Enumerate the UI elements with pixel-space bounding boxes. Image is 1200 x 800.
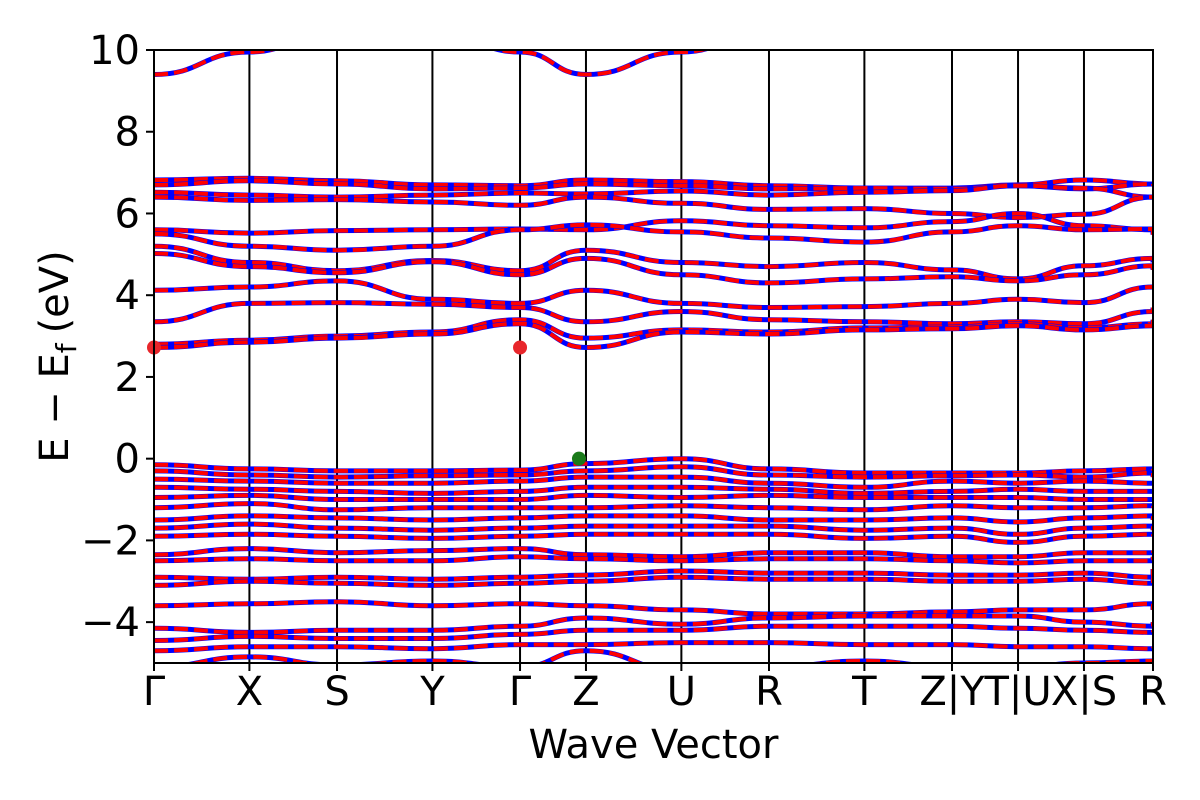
band-line-spin-up — [154, 568, 1153, 582]
band-line-spin-up — [154, 251, 1153, 285]
bands-group — [154, 50, 1153, 663]
y-axis-label-subscript: f — [50, 342, 83, 353]
y-tick-label: 2 — [115, 355, 140, 401]
y-tick-label: 8 — [115, 110, 140, 156]
y-axis-label-unit: (eV) — [32, 250, 78, 333]
vbm-marker — [571, 451, 586, 466]
y-tick-label: 0 — [115, 437, 140, 483]
band-line-spin-up — [154, 50, 710, 77]
band-line-spin-up — [154, 485, 1153, 496]
band-line-spin-up — [154, 554, 1153, 565]
band-line-spin-up — [154, 532, 1153, 545]
band-line-spin-up — [154, 599, 1153, 617]
y-tick-label: 4 — [115, 273, 140, 319]
band-line-spin-up — [154, 278, 1153, 310]
y-tick-label: 6 — [115, 191, 140, 237]
band-line-spin-up — [154, 464, 1153, 480]
x-tick-label: U — [667, 669, 696, 715]
band-line-spin-up — [154, 222, 1153, 253]
y-tick-label: −2 — [81, 518, 140, 564]
y-axis-ticks: −4 −2 0 2 4 6 8 10 — [81, 28, 154, 646]
x-tick-label: T|U — [983, 669, 1051, 715]
x-tick-label: Γ — [509, 669, 532, 715]
x-tick-label: Y — [419, 669, 445, 715]
band-line-spin-up — [154, 195, 1153, 220]
x-tick-label: S — [324, 669, 349, 715]
y-tick-label: 10 — [89, 28, 140, 74]
band-line-spin-up — [154, 501, 1153, 512]
band-line-spin-up — [154, 300, 1153, 326]
band-line-spin-down — [154, 222, 1153, 253]
y-tick-label: −4 — [81, 600, 140, 646]
band-line-spin-up — [154, 613, 1153, 635]
y-axis-label: E − Ef (eV) — [32, 250, 83, 463]
y-axis-label-main: E − E — [32, 353, 78, 463]
band-line-spin-up — [154, 176, 1153, 191]
x-tick-label: T — [851, 669, 877, 715]
cbm-marker — [513, 340, 528, 355]
band-line-spin-up — [154, 513, 1153, 525]
band-line-spin-up — [154, 321, 1153, 350]
band-line-spin-up — [154, 522, 1153, 537]
x-axis-ticks: Γ X S Y Γ Z U R T Z|Y T|U X|S R — [143, 663, 1167, 715]
band-line-spin-down — [154, 50, 711, 78]
x-tick-label: Z|Y — [919, 669, 985, 715]
x-axis-label: Wave Vector — [529, 722, 780, 768]
band-line-spin-up — [154, 575, 1153, 588]
x-tick-label: Z — [572, 669, 599, 715]
band-line-spin-up — [154, 624, 1153, 643]
x-tick-label: R — [1139, 669, 1167, 715]
band-line-spin-up — [154, 546, 1153, 559]
x-tick-label: X|S — [1051, 669, 1117, 715]
x-tick-label: Γ — [143, 669, 166, 715]
band-line-spin-up — [154, 183, 1153, 200]
x-tick-label: X — [236, 669, 263, 715]
band-line-spin-up — [154, 456, 1153, 476]
band-line-spin-up — [154, 493, 1153, 502]
band-line-spin-up — [154, 640, 1153, 653]
band-line-spin-up — [154, 475, 1153, 490]
x-tick-label: R — [755, 669, 783, 715]
band-line-spin-up — [154, 211, 1153, 236]
plot-frame — [153, 49, 1154, 664]
